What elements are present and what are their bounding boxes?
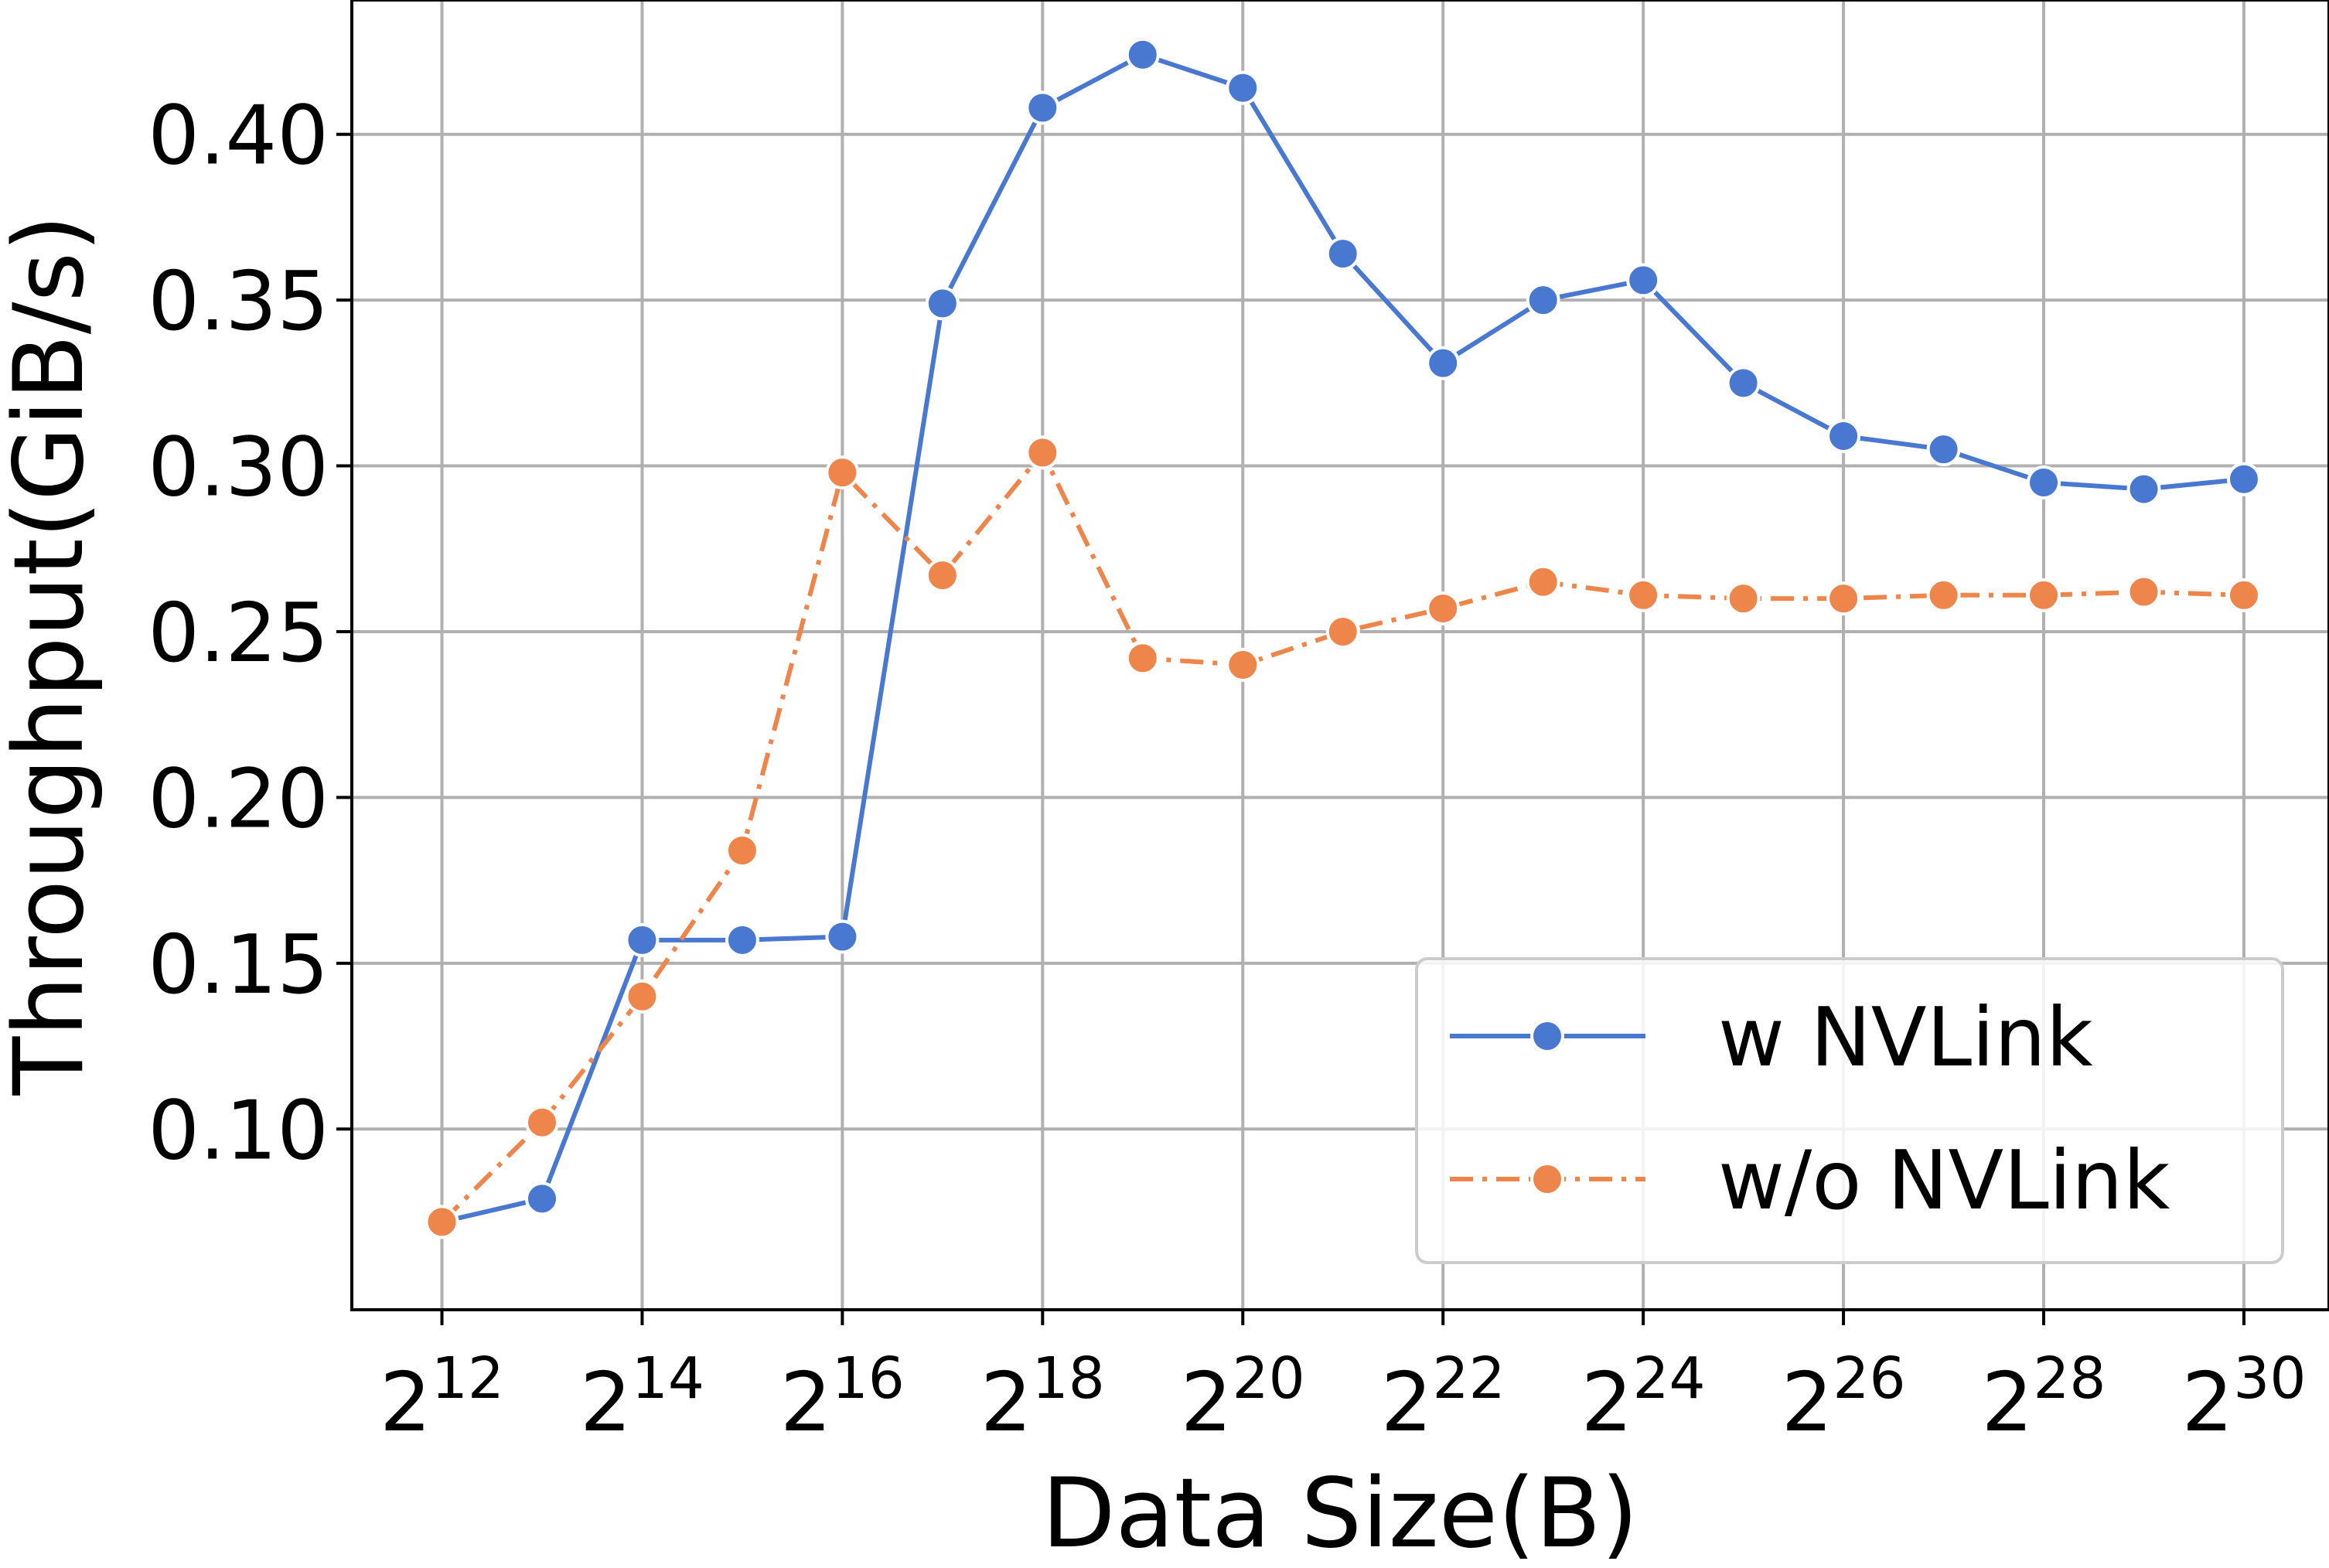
x-tick-label: 224 bbox=[1581, 1345, 1706, 1450]
y-tick-label: 0.15 bbox=[148, 918, 329, 1012]
data-point bbox=[1926, 432, 1961, 467]
data-point bbox=[1426, 346, 1461, 380]
y-tick-label: 0.30 bbox=[148, 421, 329, 515]
x-tick-label: 226 bbox=[1782, 1345, 1906, 1450]
data-point bbox=[1826, 418, 1861, 453]
x-tick-base: 2 bbox=[580, 1355, 632, 1450]
x-tick-exponent: 12 bbox=[431, 1345, 504, 1412]
data-point bbox=[1125, 37, 1160, 72]
x-tick-base: 2 bbox=[1782, 1355, 1833, 1450]
data-point bbox=[1726, 366, 1761, 401]
data-point bbox=[1125, 641, 1160, 676]
data-point bbox=[725, 833, 759, 868]
y-axis-label: Throughput(GiB/s) bbox=[0, 214, 105, 1096]
data-point bbox=[625, 979, 660, 1014]
data-point bbox=[1426, 591, 1461, 625]
series-1 bbox=[425, 37, 2261, 1239]
series-2 bbox=[425, 435, 2261, 1239]
data-point bbox=[1325, 237, 1360, 271]
data-point bbox=[1226, 70, 1260, 105]
data-point bbox=[925, 286, 960, 321]
data-point bbox=[2126, 574, 2161, 609]
data-point bbox=[925, 558, 960, 593]
data-point bbox=[2126, 472, 2161, 506]
legend: w NVLink w/o NVLink bbox=[1415, 957, 2284, 1264]
data-point bbox=[825, 455, 860, 490]
data-point bbox=[1626, 263, 1661, 298]
data-point bbox=[2226, 462, 2261, 496]
x-tick-exponent: 14 bbox=[632, 1345, 704, 1412]
x-tick-base: 2 bbox=[380, 1355, 431, 1450]
x-tick-exponent: 28 bbox=[2033, 1345, 2106, 1412]
data-point bbox=[1526, 283, 1560, 318]
data-point bbox=[1726, 581, 1761, 616]
data-point bbox=[524, 1181, 559, 1216]
plot-frame bbox=[350, 0, 2329, 1311]
x-tick-exponent: 20 bbox=[1233, 1345, 1305, 1412]
legend-entry-1: w NVLink bbox=[1450, 990, 2093, 1085]
data-point bbox=[425, 1205, 459, 1239]
y-tick-label: 0.20 bbox=[148, 752, 329, 846]
x-tick-label: 214 bbox=[580, 1345, 704, 1450]
legend-marker bbox=[1530, 1019, 1564, 1053]
x-tick-label: 228 bbox=[1982, 1345, 2106, 1450]
x-tick-base: 2 bbox=[1181, 1355, 1233, 1450]
legend-entry-2: w/o NVLink bbox=[1450, 1133, 2170, 1228]
x-tick-base: 2 bbox=[2181, 1355, 2233, 1450]
x-tick-exponent: 22 bbox=[1433, 1345, 1505, 1412]
x-tick-base: 2 bbox=[1581, 1355, 1633, 1450]
data-point bbox=[1025, 435, 1060, 470]
x-tick-base: 2 bbox=[1381, 1355, 1433, 1450]
legend-label: w NVLink bbox=[1718, 990, 2093, 1085]
data-point bbox=[1926, 578, 1961, 612]
data-point bbox=[1626, 578, 1661, 612]
data-point bbox=[1325, 614, 1360, 649]
x-tick-label: 216 bbox=[780, 1345, 905, 1450]
x-tick-label: 230 bbox=[2181, 1345, 2306, 1450]
x-tick-exponent: 26 bbox=[1833, 1345, 1905, 1412]
data-point bbox=[725, 922, 759, 957]
x-axis-label: Data Size(B) bbox=[1042, 1458, 1638, 1568]
legend-marker bbox=[1530, 1162, 1564, 1196]
data-point bbox=[1526, 564, 1560, 599]
x-tick-label: 212 bbox=[380, 1345, 504, 1450]
data-point bbox=[2226, 578, 2261, 612]
x-tick-label: 222 bbox=[1381, 1345, 1505, 1450]
data-point bbox=[625, 922, 660, 957]
data-point bbox=[2027, 578, 2061, 612]
data-point bbox=[1226, 647, 1260, 682]
x-tick-label: 220 bbox=[1181, 1345, 1305, 1450]
x-tick-base: 2 bbox=[1982, 1355, 2034, 1450]
data-point bbox=[1826, 581, 1861, 616]
data-point bbox=[825, 919, 860, 954]
x-tick-label: 218 bbox=[980, 1345, 1105, 1450]
y-tick-label: 0.10 bbox=[148, 1083, 329, 1178]
x-tick-exponent: 18 bbox=[1032, 1345, 1105, 1412]
data-point bbox=[2027, 465, 2061, 499]
y-tick-label: 0.40 bbox=[148, 89, 329, 183]
series-layer bbox=[425, 37, 2261, 1239]
data-point bbox=[524, 1105, 559, 1140]
y-tick-label: 0.25 bbox=[148, 586, 329, 680]
y-tick-labels: 0.10 0.15 0.20 0.25 0.30 0.35 0.40 bbox=[148, 89, 352, 1178]
x-tick-base: 2 bbox=[980, 1355, 1032, 1450]
data-point bbox=[1025, 90, 1060, 125]
legend-label: w/o NVLink bbox=[1718, 1133, 2170, 1228]
x-tick-labels: 212 214 216 218 220 222 224 226 228 230 bbox=[380, 1310, 2306, 1450]
x-tick-exponent: 30 bbox=[2233, 1345, 2306, 1412]
x-tick-base: 2 bbox=[780, 1355, 832, 1450]
x-tick-exponent: 24 bbox=[1632, 1345, 1705, 1412]
y-tick-label: 0.35 bbox=[148, 254, 329, 349]
x-tick-exponent: 16 bbox=[832, 1345, 905, 1412]
